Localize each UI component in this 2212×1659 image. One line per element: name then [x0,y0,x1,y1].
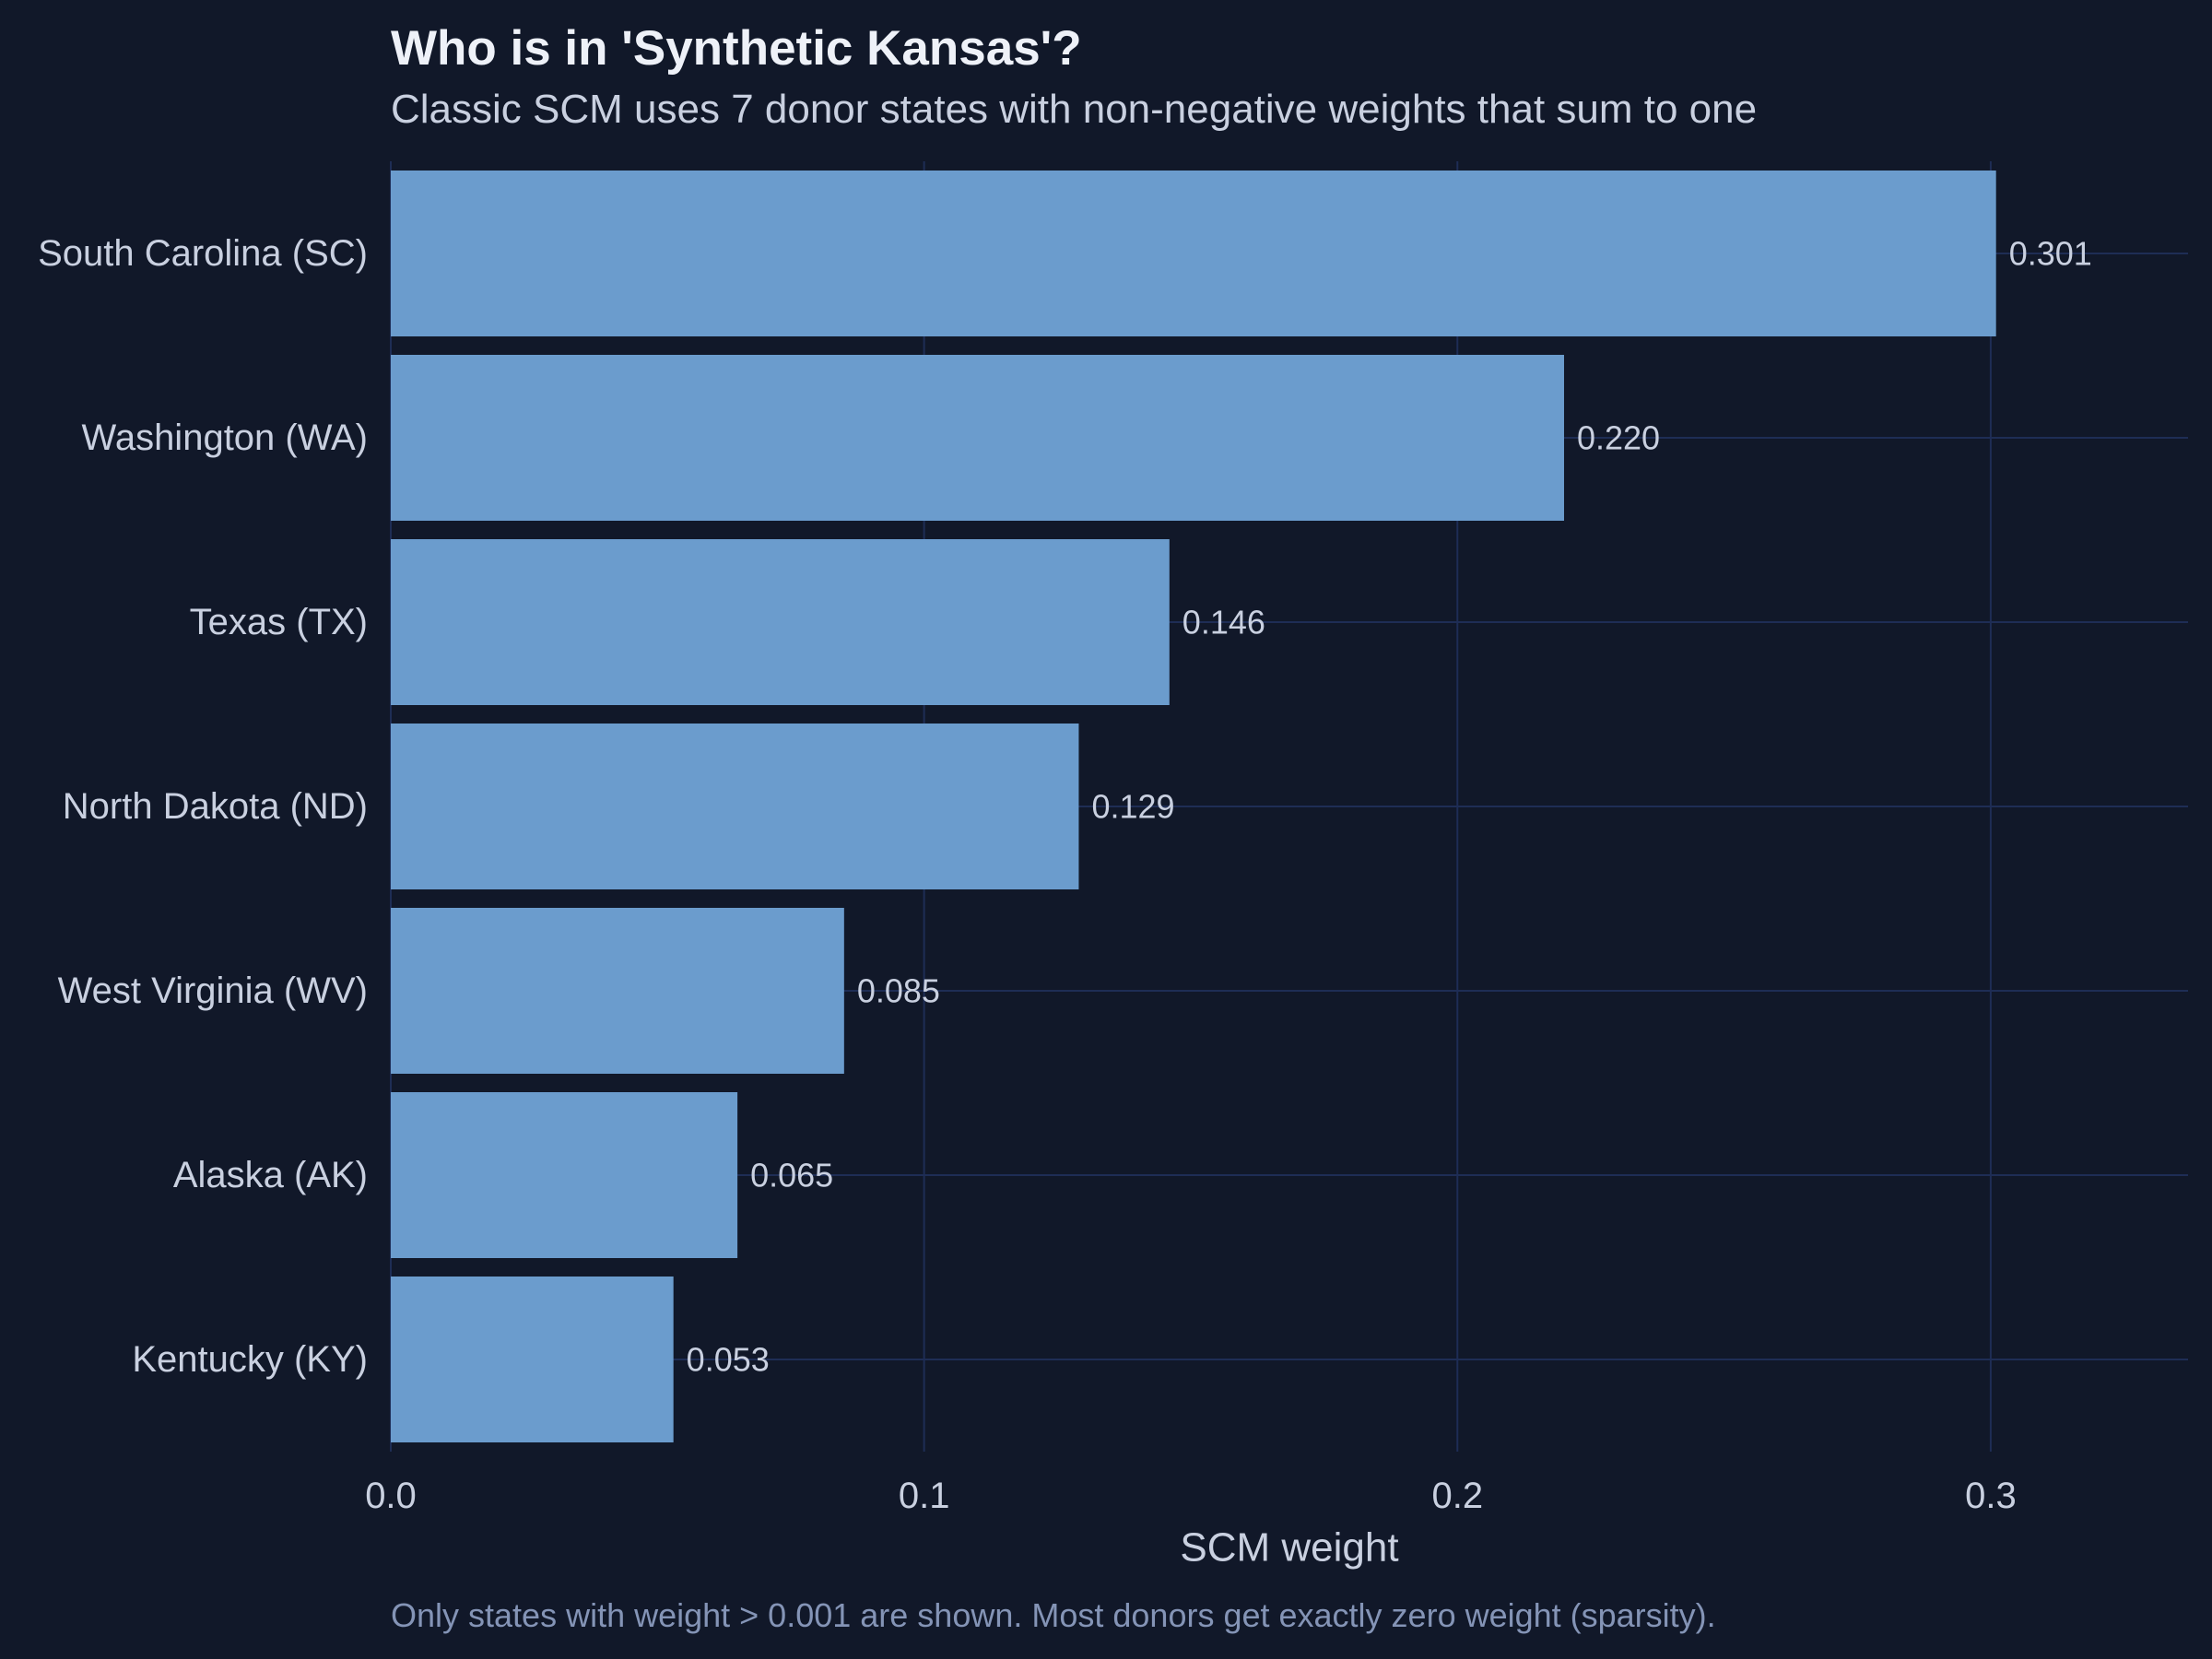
x-tick-label: 0.1 [899,1476,950,1516]
x-tick-label: 0.3 [1965,1476,2017,1516]
bar [391,1092,738,1258]
x-axis-title: SCM weight [1180,1525,1398,1571]
chart-subtitle: Classic SCM uses 7 donor states with non… [391,87,1758,132]
value-label: 0.146 [1182,604,1265,641]
value-label: 0.053 [687,1341,770,1379]
value-label: 0.301 [2009,235,2092,273]
chart-title: Who is in 'Synthetic Kansas'? [391,21,1082,76]
x-tick-label: 0.0 [365,1476,417,1516]
bar [391,539,1170,705]
category-label: West Virginia (WV) [58,971,368,1011]
bar [391,908,844,1074]
bar [391,171,1996,336]
value-label: 0.065 [750,1157,833,1194]
chart-caption: Only states with weight > 0.001 are show… [391,1596,1716,1634]
value-label: 0.129 [1091,788,1174,826]
category-label: Texas (TX) [190,602,368,642]
category-label: Kentucky (KY) [132,1339,368,1380]
category-label: South Carolina (SC) [38,233,368,274]
x-tick-label: 0.2 [1431,1476,1483,1516]
bar [391,355,1564,521]
bar [391,1277,674,1442]
bar [391,724,1079,889]
value-label: 0.085 [857,972,940,1010]
value-label: 0.220 [1577,419,1660,457]
category-label: Washington (WA) [82,418,368,458]
category-label: Alaska (AK) [173,1155,368,1195]
category-label: North Dakota (ND) [63,786,368,827]
